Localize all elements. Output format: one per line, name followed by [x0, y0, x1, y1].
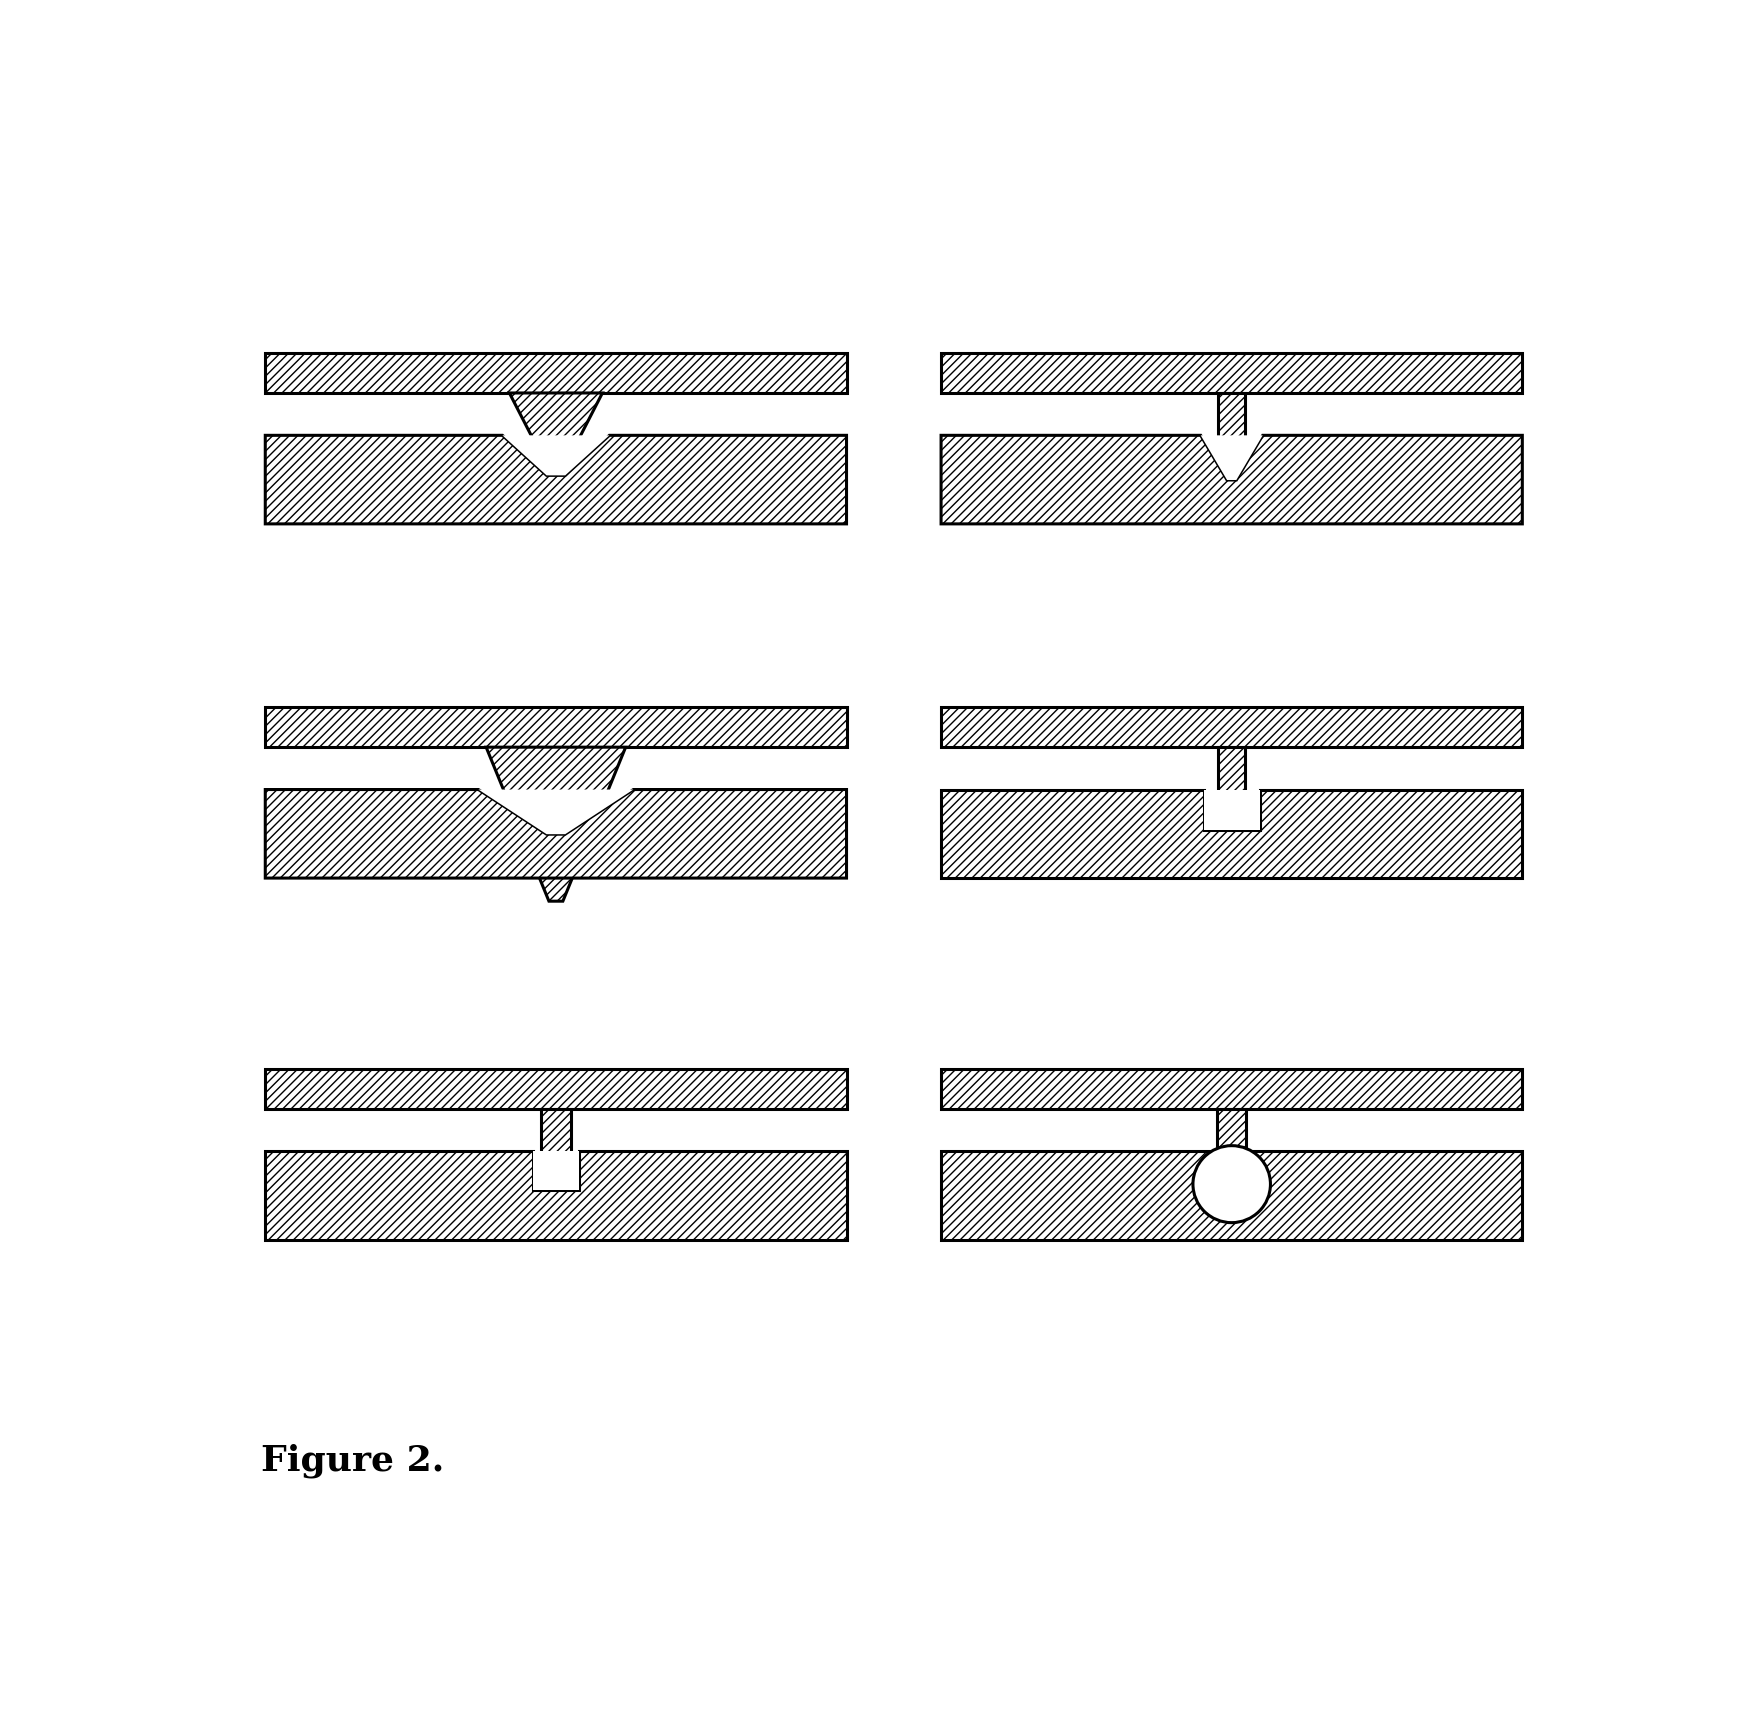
Polygon shape — [942, 789, 1523, 878]
Polygon shape — [1196, 1109, 1266, 1211]
Polygon shape — [942, 1069, 1523, 1109]
Polygon shape — [942, 436, 1523, 523]
Polygon shape — [265, 708, 846, 747]
Polygon shape — [487, 747, 626, 901]
Polygon shape — [541, 1109, 570, 1212]
Polygon shape — [265, 353, 846, 393]
Polygon shape — [265, 1152, 846, 1240]
Polygon shape — [1203, 789, 1259, 830]
Polygon shape — [942, 1152, 1523, 1240]
Polygon shape — [942, 708, 1523, 747]
Polygon shape — [502, 436, 609, 475]
Polygon shape — [478, 789, 633, 833]
Polygon shape — [532, 1152, 579, 1190]
Polygon shape — [942, 353, 1523, 393]
Circle shape — [1193, 1145, 1270, 1223]
Polygon shape — [265, 1069, 846, 1109]
Polygon shape — [1217, 393, 1245, 461]
Polygon shape — [509, 393, 602, 470]
Text: Figure 2.: Figure 2. — [260, 1445, 445, 1479]
Polygon shape — [265, 789, 846, 878]
Polygon shape — [1217, 747, 1245, 863]
Polygon shape — [265, 436, 846, 523]
Polygon shape — [1200, 436, 1263, 480]
